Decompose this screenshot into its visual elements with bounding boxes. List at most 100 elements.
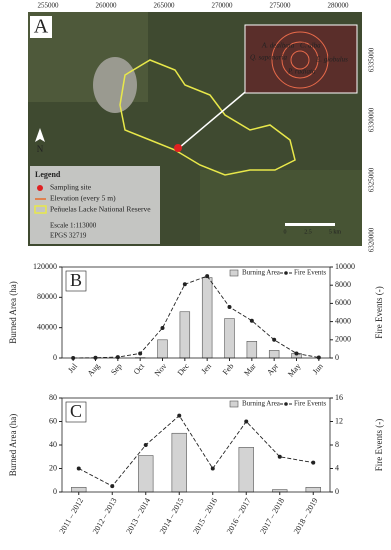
line-marker <box>244 419 249 424</box>
x-tick-label: 2017 – 2018 <box>258 496 286 535</box>
town <box>93 57 137 113</box>
line-marker <box>249 318 254 323</box>
map-y-tick: 6325000 <box>368 167 376 192</box>
line-marker <box>115 355 120 360</box>
y-tick-label: 80000 <box>37 292 57 301</box>
y2-tick-label: 6000 <box>335 298 351 307</box>
legend-marker <box>284 402 288 406</box>
scale-label: 0 <box>284 229 287 235</box>
plot-frame <box>61 397 331 493</box>
legend-marker <box>284 271 288 275</box>
bar <box>71 486 87 493</box>
line-marker <box>272 337 277 342</box>
legend-label: Fire Events <box>294 400 326 408</box>
line-marker <box>277 454 282 459</box>
map-x-tick: 265000 <box>154 2 176 10</box>
x-tick-label: Oct <box>132 361 147 376</box>
legend-item: Sampling site <box>50 183 92 192</box>
panel-label-box <box>65 270 87 292</box>
panel-label: A <box>34 16 49 38</box>
bar <box>246 341 258 359</box>
inset-label: C. alba <box>300 42 321 50</box>
line <box>78 414 314 487</box>
legend-crs: EPGS 32719 <box>50 232 87 240</box>
panel-label-box <box>65 401 87 423</box>
line-marker <box>227 305 232 310</box>
y2-axis-label: Fire Events (-) <box>374 419 384 471</box>
legend-label: Burning Area <box>242 400 281 408</box>
map-y-tick: 6330000 <box>368 107 376 132</box>
y2-tick-label: 4000 <box>335 316 351 325</box>
y-tick-label: 120000 <box>33 262 57 271</box>
bar <box>138 455 154 493</box>
legend-item: Peñuelas Lacke National Reserve <box>50 205 151 214</box>
y-axis-label: Burned Area (ha) <box>8 281 18 343</box>
x-tick-label: Nov <box>153 362 169 378</box>
bar <box>268 350 280 359</box>
inset-label: A. dealbata <box>261 42 295 50</box>
north-arrow <box>35 128 45 142</box>
inset-arrow <box>179 87 251 148</box>
x-tick-label: May <box>286 362 302 379</box>
legend-label: Fire Events <box>294 269 326 277</box>
map-x-tick: 255000 <box>38 2 60 10</box>
line-marker <box>138 351 143 356</box>
contour <box>271 31 329 89</box>
line <box>73 275 319 359</box>
line-marker <box>177 413 182 418</box>
y-tick-label: 40000 <box>37 322 57 331</box>
map-x-tick: 260000 <box>96 2 118 10</box>
terrain <box>200 170 362 246</box>
line-marker <box>205 274 210 279</box>
bar <box>238 447 254 493</box>
x-tick-label: Jun <box>311 362 325 376</box>
contour <box>281 41 319 79</box>
y2-tick-label: 2000 <box>335 335 351 344</box>
inset-label: P. radiata <box>287 68 316 76</box>
scale-label: 2.5 <box>304 229 312 235</box>
legend-item: Elevation (every 5 m) <box>50 194 116 203</box>
map-y-tick: 6320000 <box>368 227 376 252</box>
line-marker <box>76 466 81 471</box>
y2-tick-label: 0 <box>335 353 339 362</box>
line-marker <box>110 484 115 489</box>
plot-frame <box>61 266 331 359</box>
inset-label: Q. saponaria <box>250 54 287 62</box>
panel-label-box <box>30 16 52 38</box>
bar <box>305 486 321 493</box>
y2-tick-label: 8 <box>335 440 339 449</box>
x-tick-label: Dec <box>176 361 191 377</box>
map-x-tick: 270000 <box>212 2 234 10</box>
x-tick-label: Jul <box>66 361 79 375</box>
x-tick-label: Aug <box>86 362 102 378</box>
map-x-tick: 275000 <box>270 2 292 10</box>
north-label: N <box>37 144 44 154</box>
x-tick-label: Jen <box>199 362 213 376</box>
panel-label: C <box>70 401 82 421</box>
y2-tick-label: 4 <box>335 463 339 472</box>
legend-box <box>30 166 160 244</box>
legend-label: Burning Area <box>242 269 281 277</box>
y-tick-label: 0 <box>53 487 57 496</box>
line-marker <box>316 355 321 360</box>
line-marker <box>182 282 187 287</box>
bar <box>157 339 168 359</box>
bar <box>201 277 213 359</box>
map-x-tick: 280000 <box>328 2 350 10</box>
x-tick-label: 2018 – 2019 <box>292 496 320 535</box>
y-tick-label: 40 <box>49 440 57 449</box>
y2-axis-label: Fire Events (-) <box>374 286 384 338</box>
x-tick-label: 2011 – 2012 <box>57 496 85 535</box>
reserve-outline <box>119 59 296 176</box>
line-marker <box>294 351 299 356</box>
legend-swatch <box>229 269 239 277</box>
line-marker <box>160 325 165 330</box>
legend-title: Legend <box>35 170 61 179</box>
legend-swatch <box>229 400 239 408</box>
legend-dot <box>37 185 43 191</box>
y-tick-label: 0 <box>53 353 57 362</box>
y-axis-label: Burned Area (ha) <box>8 414 18 476</box>
bar <box>171 432 187 493</box>
line-marker <box>143 443 148 447</box>
